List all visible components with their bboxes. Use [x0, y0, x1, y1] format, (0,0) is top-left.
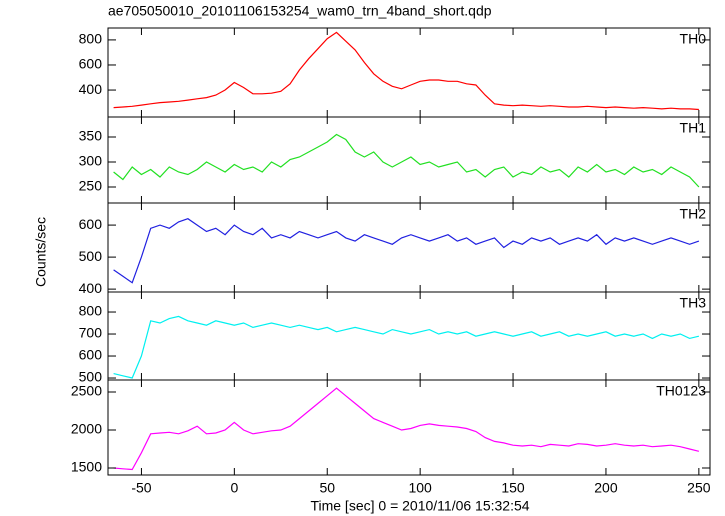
y-tick-label: 600 [79, 347, 103, 363]
panel-frame [107, 116, 711, 204]
panel-label: TH1 [680, 120, 707, 136]
y-tick-label: 500 [79, 369, 103, 385]
data-line [113, 387, 700, 471]
panel-frame [107, 27, 711, 118]
y-tick-label: 250 [79, 178, 103, 194]
y-tick-label: 800 [79, 31, 103, 47]
y-tick-label: 700 [79, 325, 103, 341]
x-axis-label: Time [sec] 0 = 2010/11/06 15:32:54 [310, 498, 529, 514]
chart-title: ae705050010_20101106153254_wam0_trn_4ban… [108, 3, 492, 19]
y-tick-label: 500 [79, 248, 103, 264]
panel-frame [107, 291, 711, 381]
x-tick-label: -50 [131, 480, 151, 496]
data-line [113, 218, 700, 284]
data-line [113, 31, 699, 111]
y-tick-label: 2000 [71, 421, 102, 437]
y-tick-label: 400 [79, 280, 103, 296]
panel-label: TH0 [680, 31, 707, 47]
x-tick-label: 0 [230, 480, 238, 496]
panel-label: TH3 [680, 295, 707, 311]
data-line [113, 315, 700, 379]
y-tick-label: 400 [79, 81, 103, 97]
panel-frame [107, 379, 711, 476]
x-tick-label: 100 [408, 480, 432, 496]
data-line [113, 133, 700, 188]
y-tick-label: 800 [79, 303, 103, 319]
y-tick-label: 300 [79, 153, 103, 169]
y-axis-label: Counts/sec [33, 217, 49, 287]
x-tick-label: 250 [687, 480, 711, 496]
y-tick-label: 600 [79, 216, 103, 232]
y-tick-label: 1500 [71, 459, 102, 475]
panel-label: TH0123 [656, 383, 706, 399]
y-tick-label: 600 [79, 56, 103, 72]
x-tick-label: 200 [594, 480, 618, 496]
y-tick-label: 2500 [71, 383, 102, 399]
y-tick-label: 350 [79, 128, 103, 144]
x-tick-label: 50 [319, 480, 335, 496]
panel-label: TH2 [680, 206, 707, 222]
panel-frame [107, 202, 711, 293]
x-tick-label: 150 [501, 480, 525, 496]
